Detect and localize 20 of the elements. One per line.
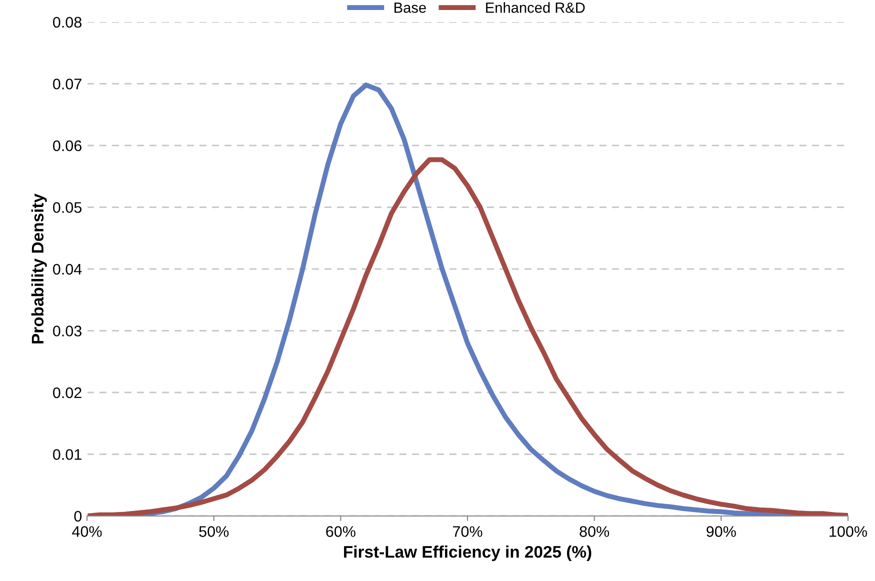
x-tick-label: 100% <box>830 526 867 537</box>
y-tick-label: 0.04 <box>53 264 82 275</box>
y-tick-label: 0.06 <box>53 140 82 152</box>
x-tick-label: 60% <box>326 526 356 537</box>
y-tick-label: 0.07 <box>53 78 82 90</box>
legend-label: Enhanced R&D <box>486 2 585 13</box>
x-tick-label: 80% <box>580 526 610 537</box>
y-tick-label: 0.03 <box>53 326 82 336</box>
y-tick-label: 0 <box>74 510 82 522</box>
x-tick-label: 40% <box>72 526 102 537</box>
y-tick-label: 0.01 <box>53 449 82 460</box>
y-tick-label: 0.08 <box>53 16 82 28</box>
y-tick-label: 0.05 <box>53 202 82 213</box>
x-tick-label: 90% <box>706 526 736 537</box>
x-tick-label: 50% <box>199 526 229 537</box>
y-tick-label: 0.02 <box>53 387 82 398</box>
x-axis-title: First-Law Efficiency in 2025 (%) <box>344 546 592 562</box>
y-axis-title: Probability Density <box>31 194 47 344</box>
x-tick-label: 70% <box>452 526 482 537</box>
legend-label: Base <box>394 2 426 13</box>
